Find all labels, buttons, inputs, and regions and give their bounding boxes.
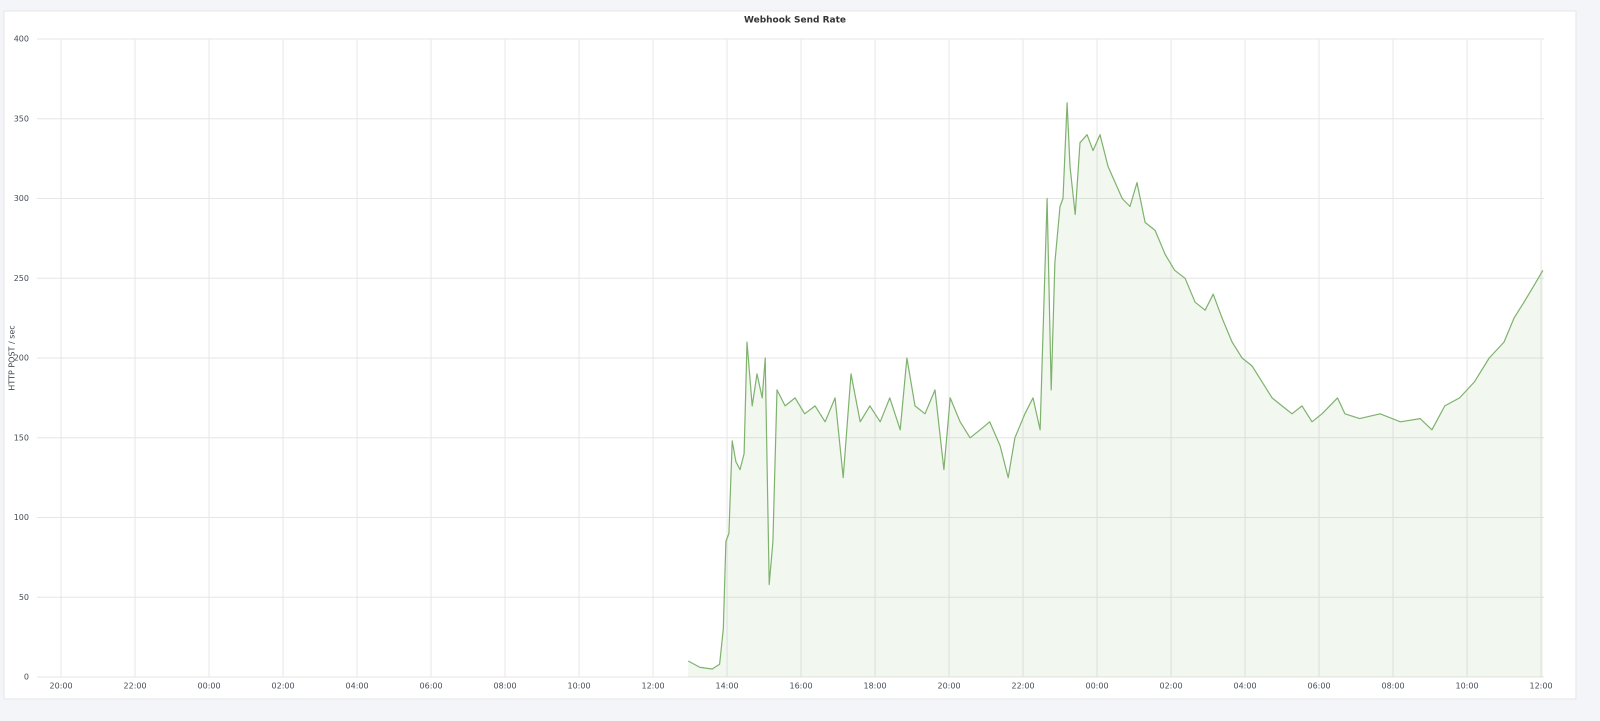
- x-tick-label: 10:00: [1456, 682, 1479, 691]
- x-tick-label: 12:00: [642, 682, 665, 691]
- panel: [3, 10, 1577, 700]
- x-tick-label: 14:00: [716, 682, 739, 691]
- x-tick-label: 16:00: [790, 682, 813, 691]
- x-tick-label: 22:00: [1012, 682, 1035, 691]
- x-tick-label: 02:00: [1160, 682, 1183, 691]
- y-tick-label: 300: [14, 194, 29, 203]
- y-tick-label: 0: [24, 673, 29, 682]
- x-tick-label: 08:00: [494, 682, 517, 691]
- x-tick-label: 00:00: [198, 682, 221, 691]
- x-tick-label: 08:00: [1382, 682, 1405, 691]
- x-tick-label: 06:00: [420, 682, 443, 691]
- area: [688, 102, 1543, 678]
- x-tick-label: 00:00: [1086, 682, 1109, 691]
- y-tick-label: 100: [14, 513, 29, 522]
- x-tick-label: 20:00: [938, 682, 961, 691]
- y-tick-label: 150: [14, 433, 29, 442]
- x-tick-label: 04:00: [346, 682, 369, 691]
- x-tick-label: 18:00: [864, 682, 887, 691]
- x-tick-label: 22:00: [124, 682, 147, 691]
- x-tick-label: 02:00: [272, 682, 295, 691]
- y-tick-label: 50: [19, 593, 29, 602]
- y-tick-label: 350: [14, 114, 29, 123]
- x-tick-label: 06:00: [1308, 682, 1331, 691]
- y-axis-label: HTTP POST / sec: [8, 325, 17, 390]
- x-tick-label: 12:00: [1530, 682, 1553, 691]
- line: [687, 102, 1544, 670]
- y-tick-label: 400: [14, 35, 29, 44]
- x-tick-label: 04:00: [1234, 682, 1257, 691]
- panel-title: Webhook Send Rate: [744, 16, 846, 26]
- y-tick-label: 250: [14, 274, 29, 283]
- x-tick-label: 20:00: [50, 682, 73, 691]
- x-tick-label: 10:00: [568, 682, 591, 691]
- y-tick-label: 200: [14, 354, 29, 363]
